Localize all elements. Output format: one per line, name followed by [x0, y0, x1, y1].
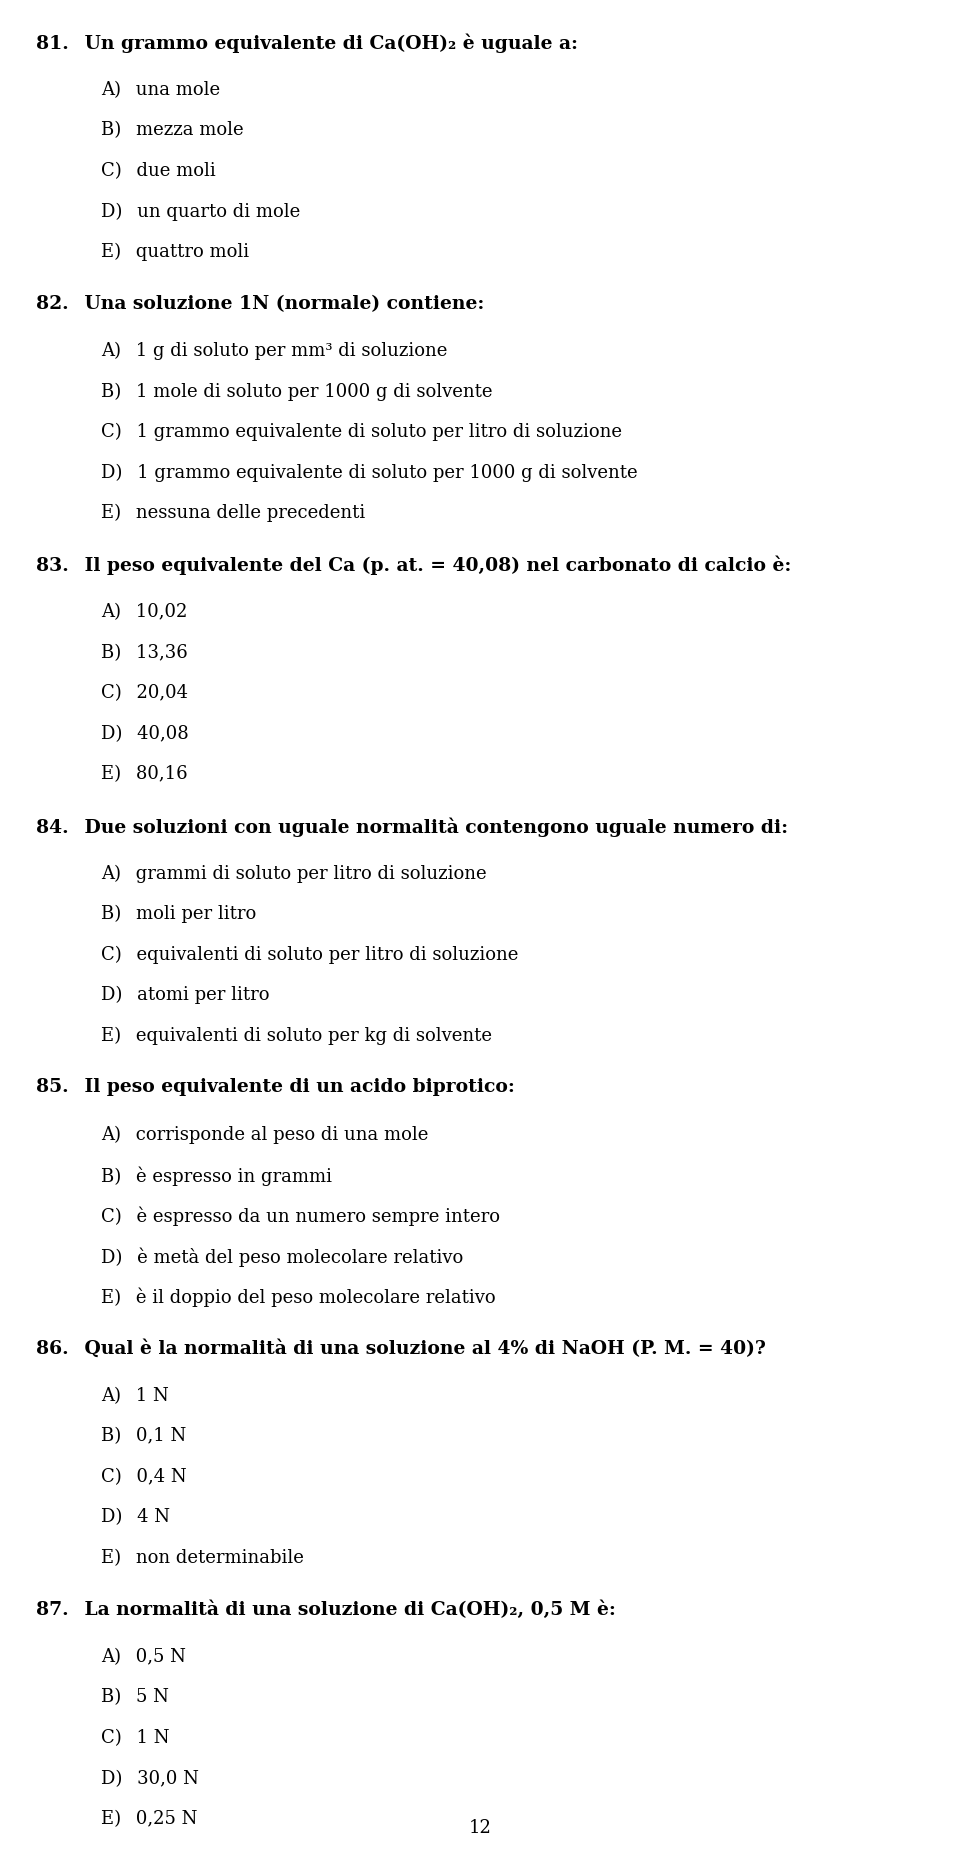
Text: B)  0,1 N: B) 0,1 N — [101, 1428, 186, 1444]
Text: D)  1 grammo equivalente di soluto per 1000 g di solvente: D) 1 grammo equivalente di soluto per 10… — [101, 463, 637, 481]
Text: C)  1 N: C) 1 N — [101, 1729, 169, 1747]
Text: E)  80,16: E) 80,16 — [101, 766, 187, 783]
Text: D)  40,08: D) 40,08 — [101, 725, 188, 744]
Text: B)  è espresso in grammi: B) è espresso in grammi — [101, 1166, 332, 1186]
Text: A)  10,02: A) 10,02 — [101, 604, 187, 621]
Text: C)  20,04: C) 20,04 — [101, 684, 188, 703]
Text: E)  nessuna delle precedenti: E) nessuna delle precedenti — [101, 504, 365, 522]
Text: E)  è il doppio del peso molecolare relativo: E) è il doppio del peso molecolare relat… — [101, 1288, 495, 1307]
Text: C)  0,4 N: C) 0,4 N — [101, 1469, 186, 1485]
Text: 82.  Una soluzione 1N (normale) contiene:: 82. Una soluzione 1N (normale) contiene: — [36, 296, 485, 312]
Text: A)  grammi di soluto per litro di soluzione: A) grammi di soluto per litro di soluzio… — [101, 864, 487, 883]
Text: D)  atomi per litro: D) atomi per litro — [101, 985, 270, 1004]
Text: B)  mezza mole: B) mezza mole — [101, 121, 244, 139]
Text: B)  13,36: B) 13,36 — [101, 643, 187, 662]
Text: E)  quattro moli: E) quattro moli — [101, 244, 249, 262]
Text: B)  1 mole di soluto per 1000 g di solvente: B) 1 mole di soluto per 1000 g di solven… — [101, 383, 492, 402]
Text: 83.  Il peso equivalente del Ca (p. at. = 40,08) nel carbonato di calcio è:: 83. Il peso equivalente del Ca (p. at. =… — [36, 556, 792, 574]
Text: E)  equivalenti di soluto per kg di solvente: E) equivalenti di soluto per kg di solve… — [101, 1026, 492, 1045]
Text: 12: 12 — [468, 1818, 492, 1837]
Text: C)  1 grammo equivalente di soluto per litro di soluzione: C) 1 grammo equivalente di soluto per li… — [101, 424, 622, 441]
Text: D)  4 N: D) 4 N — [101, 1508, 170, 1526]
Text: D)  è metà del peso molecolare relativo: D) è metà del peso molecolare relativo — [101, 1247, 463, 1266]
Text: 87.  La normalità di una soluzione di Ca(OH)₂, 0,5 M è:: 87. La normalità di una soluzione di Ca(… — [36, 1601, 616, 1619]
Text: C)  due moli: C) due moli — [101, 162, 216, 180]
Text: A)  0,5 N: A) 0,5 N — [101, 1649, 185, 1666]
Text: D)  un quarto di mole: D) un quarto di mole — [101, 203, 300, 221]
Text: 86.  Qual è la normalità di una soluzione al 4% di NaOH (P. M. = 40)?: 86. Qual è la normalità di una soluzione… — [36, 1340, 766, 1359]
Text: A)  una mole: A) una mole — [101, 80, 220, 99]
Text: A)  1 g di soluto per mm³ di soluzione: A) 1 g di soluto per mm³ di soluzione — [101, 342, 447, 361]
Text: 81.  Un grammo equivalente di Ca(OH)₂ è uguale a:: 81. Un grammo equivalente di Ca(OH)₂ è u… — [36, 33, 579, 52]
Text: C)  è espresso da un numero sempre intero: C) è espresso da un numero sempre intero — [101, 1206, 500, 1227]
Text: A)  corrisponde al peso di una mole: A) corrisponde al peso di una mole — [101, 1127, 428, 1143]
Text: D)  30,0 N: D) 30,0 N — [101, 1770, 199, 1788]
Text: B)  5 N: B) 5 N — [101, 1688, 169, 1707]
Text: A)  1 N: A) 1 N — [101, 1387, 169, 1405]
Text: B)  moli per litro: B) moli per litro — [101, 905, 256, 924]
Text: C)  equivalenti di soluto per litro di soluzione: C) equivalenti di soluto per litro di so… — [101, 946, 518, 963]
Text: E)  0,25 N: E) 0,25 N — [101, 1811, 197, 1827]
Text: 85.  Il peso equivalente di un acido biprotico:: 85. Il peso equivalente di un acido bipr… — [36, 1078, 516, 1097]
Text: 84.  Due soluzioni con uguale normalità contengono uguale numero di:: 84. Due soluzioni con uguale normalità c… — [36, 818, 788, 837]
Text: E)  non determinabile: E) non determinabile — [101, 1549, 303, 1567]
